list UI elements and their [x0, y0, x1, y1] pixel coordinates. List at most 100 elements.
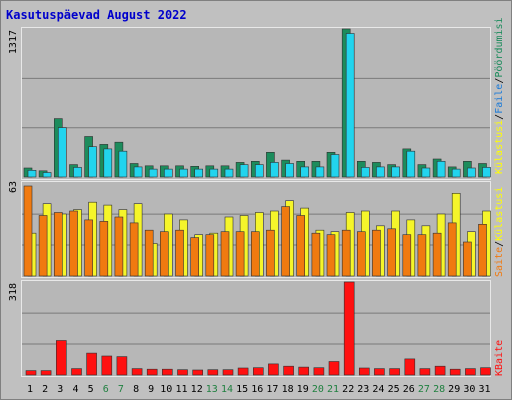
bar-kbytes-day-20 — [313, 367, 325, 376]
legend-top: Külastusi/Faile/Pöördumisi — [494, 17, 505, 174]
day-label-1: 1 — [27, 384, 33, 395]
bar-kbytes-day-15 — [237, 367, 249, 376]
bar-files-day-14 — [224, 168, 234, 178]
bar-files-day-31 — [482, 167, 491, 178]
day-label-20: 20 — [312, 384, 324, 395]
bar-sites-day-22 — [341, 229, 351, 277]
bar-kbytes-day-28 — [434, 365, 446, 376]
bar-files-day-13 — [209, 168, 219, 178]
bar-files-day-19 — [300, 166, 310, 178]
bar-kbytes-day-16 — [253, 367, 264, 376]
bar-kbytes-day-24 — [374, 368, 385, 376]
bar-kbytes-day-30 — [465, 368, 476, 376]
bar-sites-day-5 — [84, 219, 93, 277]
bar-files-day-26 — [406, 150, 416, 178]
bar-files-day-17 — [270, 162, 279, 178]
legend-files: Faile — [494, 84, 505, 114]
day-label-19: 19 — [297, 384, 309, 395]
bar-kbytes-day-10 — [162, 368, 173, 376]
bar-sites-day-13 — [205, 234, 215, 277]
bar-sites-day-25 — [387, 228, 396, 277]
bar-files-day-15 — [239, 164, 249, 178]
bar-kbytes-day-27 — [419, 368, 431, 376]
bar-files-day-10 — [164, 168, 173, 178]
bar-files-day-6 — [103, 148, 113, 178]
legend-bottom: KBaite — [494, 340, 505, 376]
day-label-2: 2 — [42, 384, 48, 395]
bar-sites-day-3 — [53, 212, 63, 277]
bar-kbytes-day-29 — [449, 368, 461, 376]
bar-files-day-5 — [88, 146, 97, 178]
bar-kbytes-day-12 — [192, 369, 203, 376]
bar-kbytes-day-31 — [480, 367, 491, 376]
bar-sites-day-16 — [251, 231, 260, 277]
bar-files-day-9 — [148, 168, 158, 178]
legend-middle: Saite/Külastusi — [494, 187, 505, 277]
chart-title: Kasutuspäevad August 2022 — [6, 8, 187, 22]
bar-kbytes-day-13 — [207, 369, 219, 376]
bar-sites-day-21 — [326, 234, 336, 277]
bar-sites-day-20 — [311, 232, 321, 277]
bar-sites-day-7 — [114, 216, 124, 277]
day-label-12: 12 — [191, 384, 203, 395]
day-label-5: 5 — [88, 384, 94, 395]
legend-hits: Pöördumisi — [494, 17, 505, 77]
legend-visits-mid: Külastusi — [494, 187, 505, 241]
day-label-23: 23 — [357, 384, 369, 395]
day-label-28: 28 — [433, 384, 445, 395]
bar-sites-day-30 — [463, 241, 472, 277]
day-label-11: 11 — [175, 384, 187, 395]
day-label-3: 3 — [57, 384, 63, 395]
bar-kbytes-day-6 — [101, 355, 113, 376]
bar-files-day-7 — [118, 150, 128, 178]
bar-sites-day-31 — [478, 224, 487, 277]
legend-sep-1: / — [494, 114, 505, 120]
day-label-13: 13 — [206, 384, 218, 395]
panel-bottom-max-label: 318 — [8, 283, 19, 301]
bar-sites-day-26 — [402, 234, 412, 277]
bar-sites-day-6 — [99, 221, 109, 277]
bar-sites-day-27 — [417, 234, 427, 277]
bar-files-day-18 — [285, 163, 294, 178]
bar-sites-day-18 — [281, 206, 290, 277]
legend-visits: Külastusi — [494, 120, 505, 174]
day-labels: 1 2 3 4 5 6 7 8 9 10 11 12 13 14 15 16 17 18 19 20 21 22 23 24 2… — [27, 384, 491, 395]
bar-kbytes-day-8 — [131, 368, 143, 376]
day-label-6: 6 — [103, 384, 109, 395]
bar-files-day-30 — [467, 167, 476, 178]
legend-sep-3: / — [494, 241, 505, 247]
bar-sites-day-29 — [447, 222, 457, 277]
day-label-8: 8 — [133, 384, 139, 395]
bar-sites-day-12 — [190, 237, 199, 277]
day-label-7: 7 — [118, 384, 124, 395]
day-label-27: 27 — [418, 384, 430, 395]
day-label-17: 17 — [266, 384, 278, 395]
day-label-31: 31 — [478, 384, 490, 395]
bar-files-day-12 — [194, 168, 203, 178]
bar-sites-day-1 — [23, 185, 33, 277]
day-label-29: 29 — [448, 384, 460, 395]
bar-kbytes-day-4 — [71, 368, 82, 376]
day-label-26: 26 — [403, 384, 415, 395]
legend-sep-2: / — [494, 78, 505, 84]
bar-files-day-23 — [360, 167, 370, 178]
panel-top-max-label: 1317 — [8, 30, 19, 54]
bar-sites-day-2 — [38, 215, 48, 277]
bar-sites-day-24 — [372, 229, 381, 277]
bar-sites-day-8 — [129, 222, 139, 277]
bar-sites-day-14 — [220, 231, 230, 277]
bar-files-day-1 — [27, 170, 37, 178]
day-label-18: 18 — [282, 384, 294, 395]
bar-sites-day-10 — [160, 231, 169, 277]
bar-kbytes-day-3 — [55, 340, 67, 376]
bar-kbytes-day-11 — [177, 369, 188, 376]
bar-sites-day-4 — [69, 210, 78, 277]
day-label-30: 30 — [463, 384, 475, 395]
bar-kbytes-day-25 — [389, 368, 400, 376]
bar-sites-day-23 — [356, 231, 366, 277]
bar-sites-day-17 — [266, 229, 275, 277]
day-label-15: 15 — [236, 384, 248, 395]
bar-kbytes-day-5 — [86, 352, 97, 376]
bar-kbytes-day-26 — [404, 358, 416, 376]
